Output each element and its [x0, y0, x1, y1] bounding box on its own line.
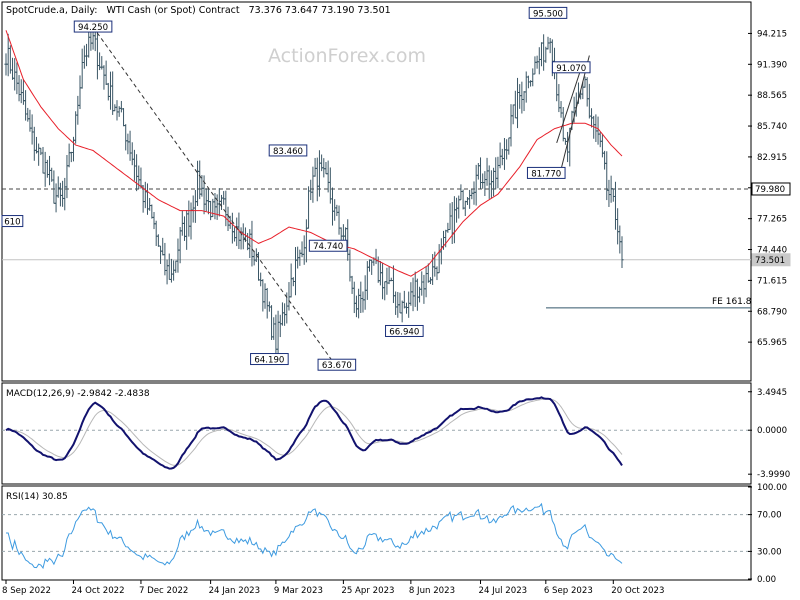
x-tick-label: 24 Oct 2022 [71, 586, 124, 596]
fe-label: FE 161.8 [712, 297, 752, 307]
price-point-label-box [528, 6, 568, 19]
x-tick-label: 8 Sep 2022 [2, 586, 51, 596]
rsi-y-tick-label: 0.00 [757, 575, 776, 585]
price-point-label-text: 610 [4, 218, 20, 228]
price-point-label-text: 91.070 [556, 64, 586, 74]
rsi-y-tick-label: 100.00 [757, 483, 787, 493]
price-point-label-box [551, 61, 591, 74]
level-price-tag-text: 79.980 [755, 185, 785, 195]
x-tick-label: 24 Jan 2023 [209, 586, 261, 596]
price-point-label-text: 81.770 [531, 169, 561, 179]
price-y-tick-label: 77.265 [757, 215, 787, 225]
channel-line-upper [556, 62, 584, 144]
price-point-label-text: 83.460 [273, 147, 303, 157]
level-price-tag: 79.980 [751, 182, 791, 196]
price-point-label-text: 63.670 [322, 361, 352, 371]
last-price-tag-text: 73.501 [755, 256, 785, 266]
price-point-label-box [1, 215, 24, 228]
macd-title: MACD(12,26,9) -2.9842 -2.4838 [6, 389, 150, 399]
price-y-tick-label: 71.615 [757, 276, 787, 286]
price-y-tick-label: 85.740 [757, 122, 787, 132]
macd-signal-line [5, 398, 623, 466]
price-point-label-text: 66.940 [389, 327, 419, 337]
price-y-tick-label: 74.440 [757, 246, 787, 256]
rsi-panel [1, 485, 752, 581]
watermark: ActionForex.com [268, 45, 426, 67]
price-point-label: 74.740 [308, 239, 348, 252]
chart-header: SpotCrude.a, Daily: WTI Cash (or Spot) C… [6, 5, 391, 16]
price-point-label-box [73, 20, 113, 33]
price-point-label-text: 64.190 [254, 356, 284, 366]
price-point-label-text: 95.500 [533, 9, 563, 19]
price-y-tick-label: 82.915 [757, 153, 787, 163]
price-point-label: 610 [1, 215, 24, 228]
price-point-label-box [308, 239, 348, 252]
price-point-label-box [385, 324, 424, 337]
x-tick-label: 24 Jul 2023 [479, 586, 528, 596]
ohlc-values: 73.376 73.647 73.190 73.501 [249, 5, 391, 16]
macd-line [5, 396, 623, 470]
price-y-tick-label: 94.215 [757, 29, 787, 39]
x-tick-label: 20 Oct 2023 [611, 586, 664, 596]
price-y-tick-label: 88.565 [757, 91, 787, 101]
macd-y-tick-label: 3.4945 [757, 388, 787, 398]
price-point-label: 95.500 [528, 6, 568, 19]
rsi-y-tick-label: 70.00 [757, 511, 782, 521]
price-point-label: 83.460 [268, 144, 308, 157]
price-point-label: 94.250 [73, 20, 113, 33]
macd-panel [1, 382, 752, 485]
x-tick-label: 7 Dec 2022 [139, 586, 188, 596]
x-tick-label: 25 Apr 2023 [341, 586, 394, 596]
last-price-tag-box [751, 253, 791, 267]
symbol-label: SpotCrude.a, Daily: [6, 5, 97, 16]
x-tick-label: 9 Mar 2023 [274, 586, 323, 596]
level-price-tag-box [751, 182, 791, 196]
x-tick-label: 6 Sep 2023 [544, 586, 593, 596]
price-point-label-text: 74.740 [313, 242, 343, 252]
price-bar [620, 236, 624, 269]
price-point-label: 91.070 [551, 61, 591, 74]
x-tick-label: 8 Jun 2023 [409, 586, 455, 596]
macd-y-tick-label: 0.0000 [757, 426, 787, 436]
price-point-label: 63.670 [317, 358, 357, 371]
price-point-label-box [526, 166, 566, 179]
rsi-y-tick-label: 30.00 [757, 547, 782, 557]
price-panel [1, 1, 752, 382]
price-point-label: 81.770 [526, 166, 566, 179]
moving-average-line [5, 30, 623, 277]
price-point-label-box [250, 353, 289, 366]
last-price-tag: 73.501 [751, 253, 791, 267]
price-y-tick-label: 91.390 [757, 60, 787, 70]
price-point-label-box [268, 144, 308, 157]
macd-y-tick-label: -3.9990 [757, 470, 790, 480]
price-point-label-text: 94.250 [78, 23, 108, 33]
price-point-label: 64.190 [250, 353, 289, 366]
price-y-tick-label: 65.965 [757, 338, 787, 348]
rsi-line [6, 502, 623, 570]
price-y-tick-label: 68.790 [757, 307, 787, 317]
instrument-description: WTI Cash (or Spot) Contract [107, 5, 240, 16]
price-point-label-box [317, 358, 357, 371]
price-point-label: 66.940 [385, 324, 424, 337]
channel-line-lower [560, 55, 590, 170]
rsi-title: RSI(14) 30.85 [6, 492, 68, 502]
